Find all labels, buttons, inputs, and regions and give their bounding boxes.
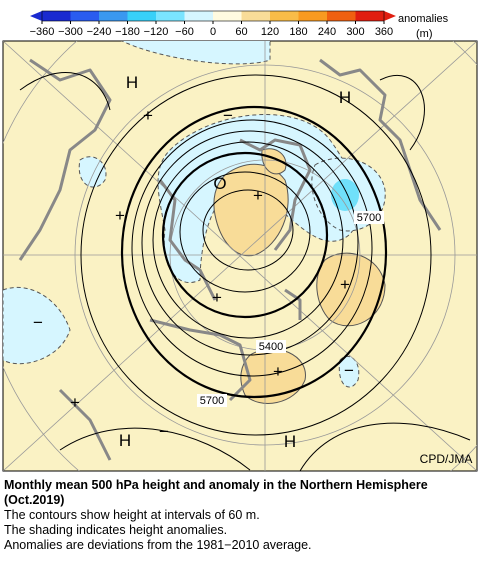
map-label: H: [284, 432, 296, 451]
colorbar-arrow-high: [384, 11, 396, 21]
colorbar-tick-label: −60: [175, 26, 194, 38]
colorbar-segment: [241, 11, 271, 21]
map-label: +: [253, 186, 263, 205]
map-label: H: [339, 88, 351, 107]
contour-label-box: [256, 340, 286, 353]
map-label: O: [213, 174, 226, 193]
map-label: +: [143, 106, 153, 125]
map-label: +: [70, 393, 80, 412]
contour-label: 5700: [357, 212, 381, 224]
colorbar-tick-label: −180: [115, 26, 140, 38]
graticule: [3, 41, 477, 471]
colorbar-tick-label: 360: [375, 26, 393, 38]
coastline: [18, 58, 442, 461]
colorbar-tick-label: 120: [261, 26, 279, 38]
caption-line: The contours show height at intervals of…: [4, 508, 260, 522]
map-figure: −360 −300 −240 −180 −120 −60 0 60 120 180 240 300 36…: [2, 10, 478, 472]
colorbar: −360 −300 −240 −180 −120 −60 0 60 120 180 240 300 36…: [30, 10, 396, 38]
colorbar-tick-label: −120: [144, 26, 169, 38]
colorbar-segment: [127, 11, 157, 21]
colorbar-segment: [99, 11, 128, 21]
colorbar-tick-label: −360: [30, 26, 55, 38]
colorbar-tick-label: 300: [346, 26, 364, 38]
colorbar-segment: [156, 11, 185, 21]
caption-line: The shading indicates height anomalies.: [4, 523, 228, 537]
colorbar-segment: [42, 11, 71, 21]
colorbar-tick-label: 180: [289, 26, 307, 38]
map-label: +: [273, 362, 283, 381]
positive-anomaly: [213, 148, 386, 404]
colorbar-tick-label: −300: [58, 26, 83, 38]
colorbar-segment: [298, 11, 328, 21]
colorbar-segment: [70, 11, 100, 21]
colorbar-tick-label: 60: [235, 26, 247, 38]
map-label: +: [340, 275, 350, 294]
map-label: +: [115, 206, 125, 225]
colorbar-segment: [213, 11, 242, 21]
caption: Monthly mean 500 hPa height and anomaly …: [4, 478, 434, 553]
contour-label: 5700: [200, 395, 224, 407]
map-label: −: [159, 422, 169, 441]
map-label: −: [33, 313, 43, 332]
legend-title: anomalies: [398, 13, 449, 25]
colorbar-tick-label: 240: [318, 26, 336, 38]
map: H H H H + + + + + + + − − − − O 5700 540…: [2, 40, 478, 472]
map-label: H: [126, 73, 138, 92]
colorbar-segment: [270, 11, 299, 21]
caption-title: Monthly mean 500 hPa height and anomaly …: [4, 478, 428, 507]
map-label: +: [212, 288, 222, 307]
strong-negative-anomaly: [331, 179, 359, 211]
contour-label-box: [197, 394, 227, 407]
colorbar-segment: [327, 11, 356, 21]
caption-line: Anomalies are deviations from the 1981−2…: [4, 538, 312, 552]
legend-unit: (m): [416, 28, 433, 40]
contour-label: 5400: [259, 341, 283, 353]
colorbar-segment: [184, 11, 214, 21]
colorbar-segment: [355, 11, 385, 21]
map-label: −: [223, 106, 233, 125]
map-label: H: [119, 431, 131, 450]
map-label: −: [344, 361, 354, 380]
colorbar-tick-label: −240: [87, 26, 112, 38]
height-contour: [19, 72, 471, 471]
contour-label-box: [354, 211, 384, 224]
colorbar-arrow-low: [30, 11, 42, 21]
credit: CPD/JMA: [420, 452, 473, 466]
colorbar-tick-label: 0: [210, 26, 216, 38]
